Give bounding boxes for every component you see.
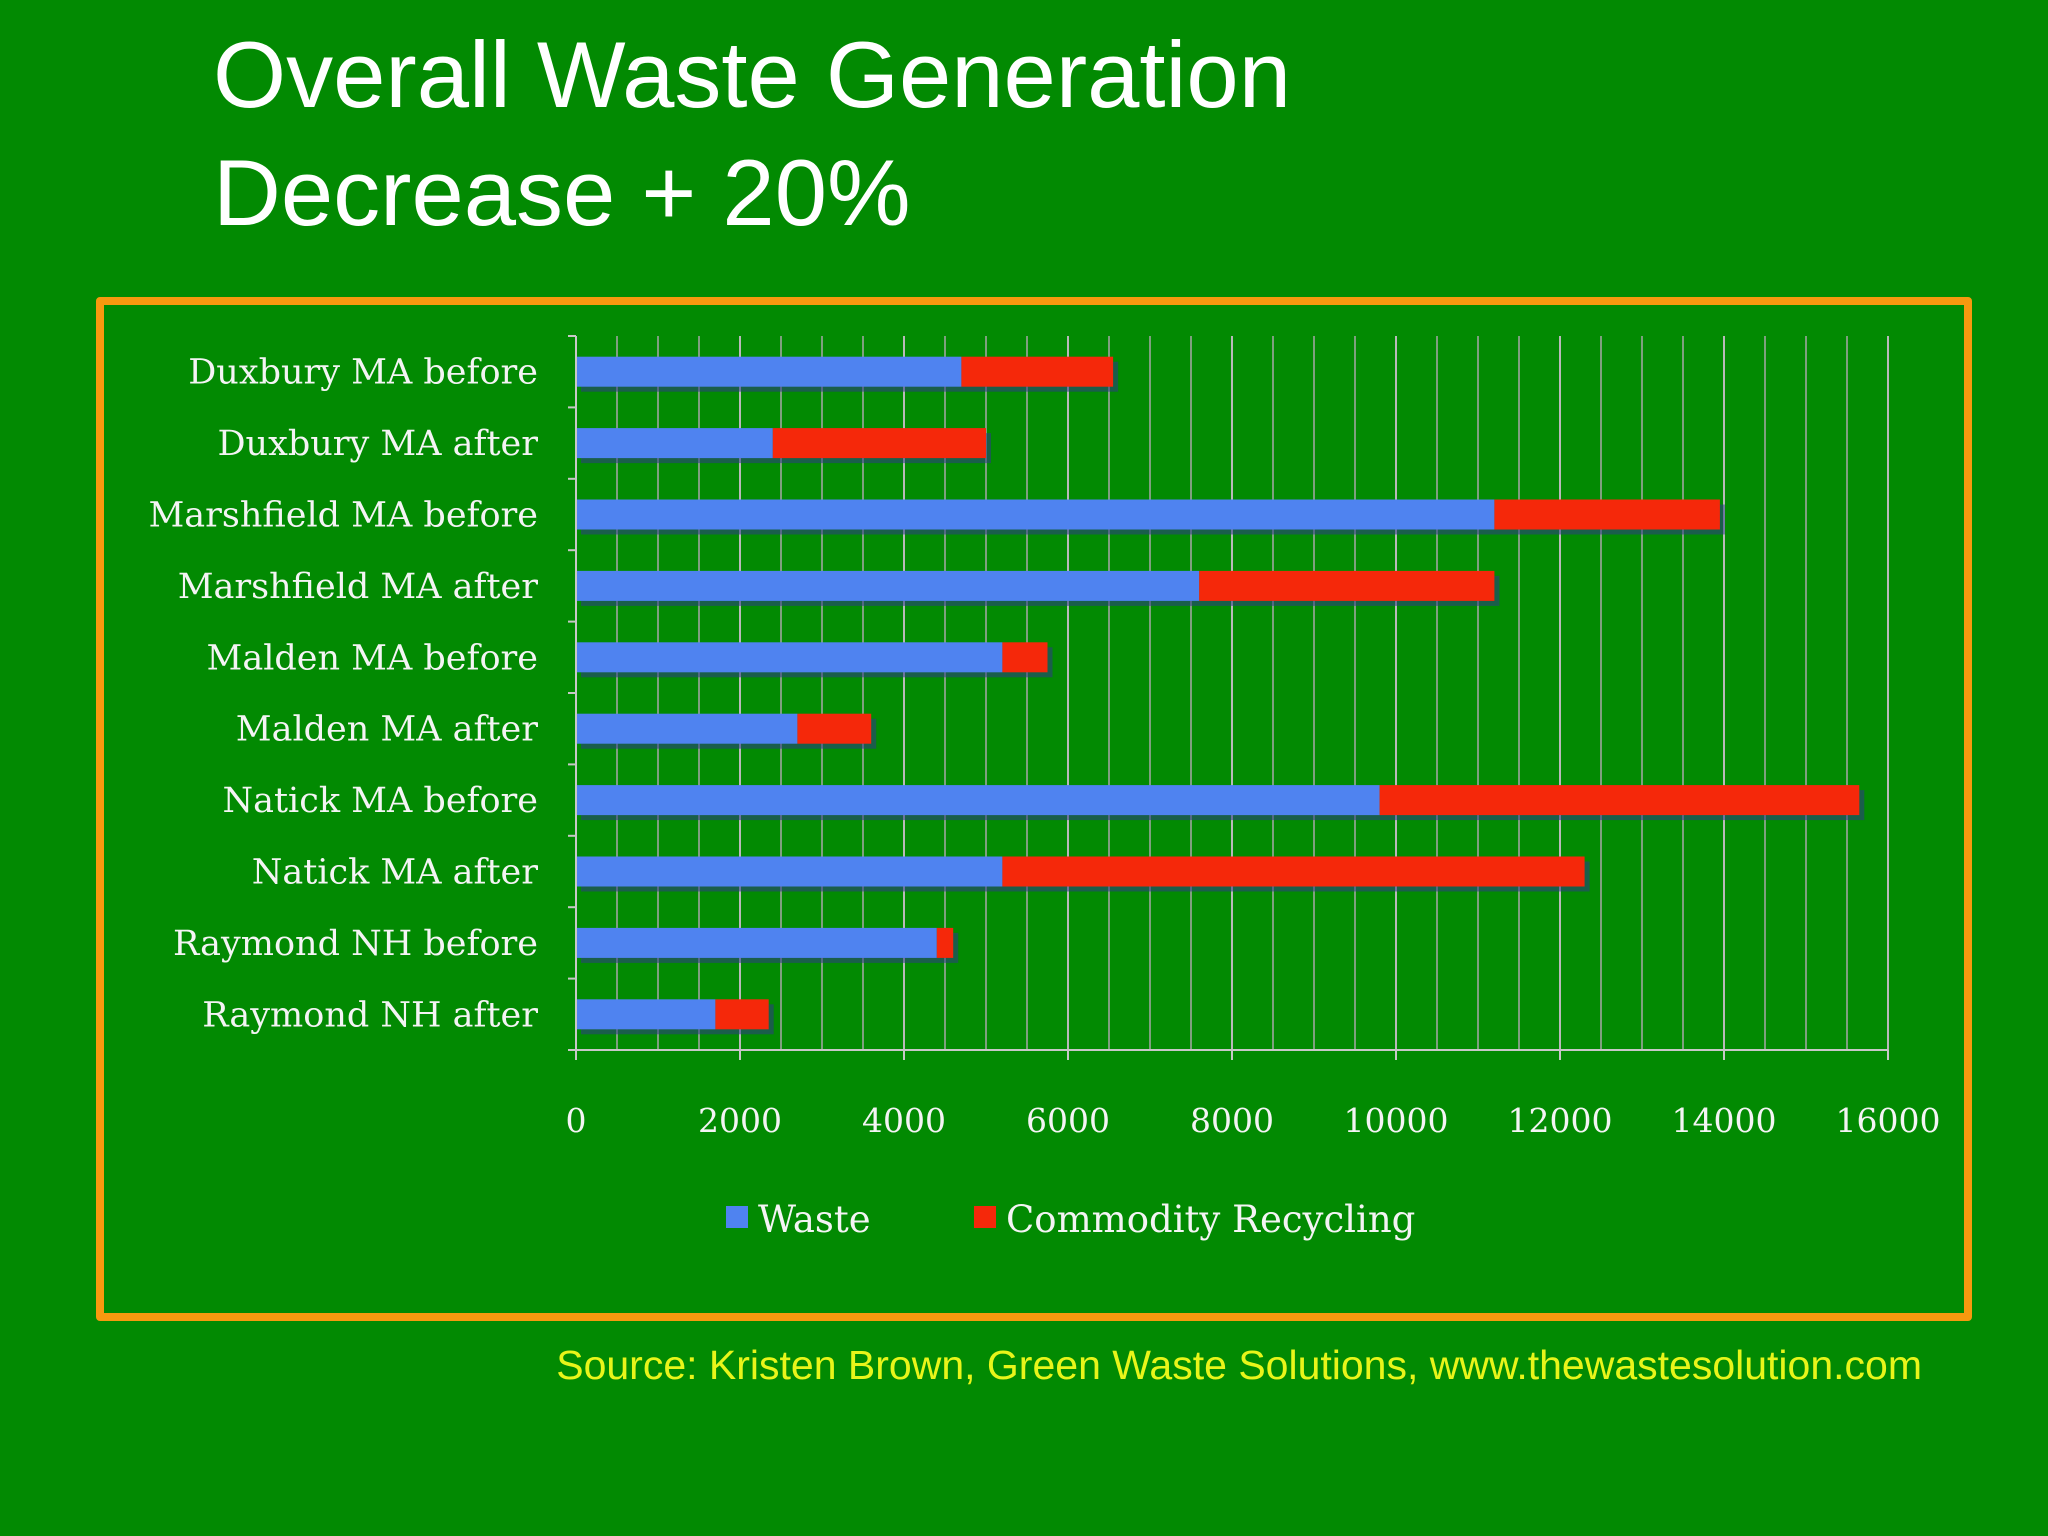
x-tick-labels: 0 2000 4000 6000 8000 10000 12000 14000 16000 (566, 1101, 1941, 1140)
legend-label-commodity-recycling: Commodity Recycling (1006, 1198, 1415, 1241)
bar-waste (576, 428, 773, 459)
title-line-2: Decrease + 20% (213, 140, 911, 245)
x-tick-label: 10000 (1344, 1101, 1449, 1140)
chart-frame (96, 297, 1972, 1321)
bar-waste (576, 570, 1200, 601)
x-tick-label: 6000 (1026, 1101, 1110, 1140)
bar-commodity-recycling (1002, 642, 1048, 673)
x-tick-label: 0 (566, 1101, 587, 1140)
bar-waste (576, 642, 1003, 673)
x-tick-label: 12000 (1508, 1101, 1613, 1140)
source-credit: Source: Kristen Brown, Green Waste Solut… (556, 1342, 1922, 1388)
category-label: Malden MA before (206, 638, 538, 678)
category-label: Malden MA after (236, 710, 539, 750)
x-tick-label: 14000 (1672, 1101, 1777, 1140)
bar-commodity-recycling (1379, 785, 1860, 816)
bar-waste (576, 356, 962, 387)
bar-waste (576, 927, 937, 958)
bar-commodity-recycling (961, 356, 1114, 387)
bar-commodity-recycling (715, 999, 769, 1030)
bar-waste (576, 499, 1495, 530)
bar-commodity-recycling (1494, 499, 1720, 530)
category-label: Natick MA before (222, 781, 538, 821)
category-labels: Duxbury MA before Duxbury MA after Marshfi… (148, 353, 538, 1036)
category-label: Marshfield MA after (178, 567, 539, 607)
x-tick-label: 8000 (1190, 1101, 1274, 1140)
bar-commodity-recycling (1002, 856, 1585, 887)
x-tick-label: 2000 (698, 1101, 782, 1140)
category-label: Raymond NH after (202, 995, 538, 1035)
bar-commodity-recycling (936, 927, 954, 958)
bar-commodity-recycling (797, 713, 872, 744)
category-label: Raymond NH before (173, 924, 538, 964)
legend-swatch-commodity-recycling (974, 1206, 996, 1228)
legend: Waste Commodity Recycling (726, 1198, 1415, 1241)
category-label: Natick MA after (252, 853, 539, 893)
category-label: Marshfield MA before (148, 496, 538, 536)
bar-waste (576, 785, 1380, 816)
bar-waste (576, 999, 716, 1030)
legend-swatch-waste (726, 1206, 748, 1228)
x-tick-label: 4000 (862, 1101, 946, 1140)
axes (568, 335, 1889, 1060)
slide-title: Overall Waste Generation Decrease + 20% (213, 16, 1291, 252)
title-line-1: Overall Waste Generation (213, 22, 1291, 127)
bar-waste (576, 856, 1003, 887)
bar-waste (576, 713, 798, 744)
legend-label-waste: Waste (758, 1198, 871, 1241)
bar-commodity-recycling (1199, 570, 1495, 601)
category-label: Duxbury MA after (218, 424, 539, 464)
bars (576, 356, 1865, 1035)
category-label: Duxbury MA before (188, 353, 538, 393)
x-tick-label: 16000 (1836, 1101, 1941, 1140)
bar-commodity-recycling (772, 428, 986, 459)
